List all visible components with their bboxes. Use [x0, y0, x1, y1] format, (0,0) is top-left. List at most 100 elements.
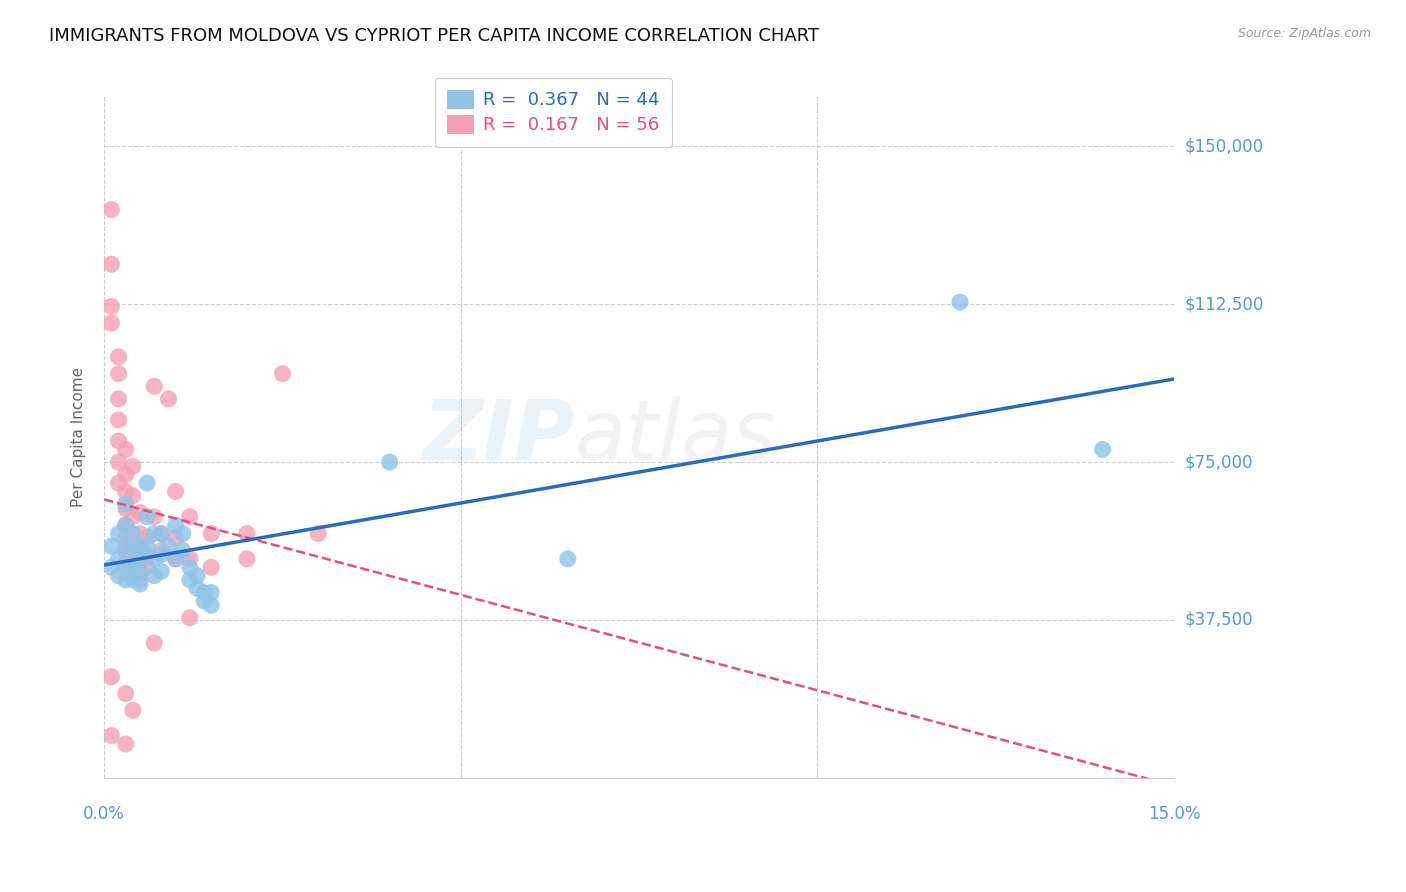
Point [136, 531, 159, 545]
Point [136, 476, 159, 491]
Point [114, 573, 136, 587]
Point [179, 509, 201, 524]
Point [114, 518, 136, 533]
Point [114, 518, 136, 533]
Point [179, 560, 201, 574]
Text: $150,000: $150,000 [1185, 137, 1264, 155]
Point [107, 455, 129, 469]
Point [179, 611, 201, 625]
Point [949, 295, 972, 310]
Point [136, 548, 159, 562]
Text: atlas: atlas [575, 396, 776, 477]
Point [236, 552, 259, 566]
Point [150, 526, 173, 541]
Point [186, 582, 208, 596]
Point [114, 531, 136, 545]
Point [121, 573, 143, 587]
Point [100, 539, 122, 553]
Point [114, 442, 136, 457]
Point [271, 367, 294, 381]
Point [107, 392, 129, 406]
Point [165, 531, 187, 545]
Point [100, 729, 122, 743]
Point [143, 526, 166, 541]
Point [114, 560, 136, 574]
Point [114, 501, 136, 516]
Point [121, 531, 143, 545]
Y-axis label: Per Capita Income: Per Capita Income [72, 367, 86, 507]
Point [100, 560, 122, 574]
Point [200, 585, 222, 599]
Text: Source: ZipAtlas.com: Source: ZipAtlas.com [1237, 27, 1371, 40]
Legend: R =  0.367   N = 44, R =  0.167   N = 56: R = 0.367 N = 44, R = 0.167 N = 56 [434, 78, 672, 147]
Point [165, 552, 187, 566]
Point [107, 526, 129, 541]
Point [114, 686, 136, 700]
Point [150, 565, 173, 579]
Point [150, 526, 173, 541]
Point [121, 560, 143, 574]
Point [307, 526, 329, 541]
Point [200, 560, 222, 574]
Point [1091, 442, 1114, 457]
Point [114, 539, 136, 553]
Point [107, 476, 129, 491]
Point [165, 484, 187, 499]
Point [172, 543, 194, 558]
Point [107, 413, 129, 427]
Point [114, 556, 136, 570]
Text: IMMIGRANTS FROM MOLDOVA VS CYPRIOT PER CAPITA INCOME CORRELATION CHART: IMMIGRANTS FROM MOLDOVA VS CYPRIOT PER C… [49, 27, 820, 45]
Text: $112,500: $112,500 [1185, 295, 1264, 313]
Point [129, 573, 152, 587]
Point [143, 379, 166, 393]
Point [121, 459, 143, 474]
Point [200, 526, 222, 541]
Point [107, 367, 129, 381]
Point [179, 552, 201, 566]
Point [121, 560, 143, 574]
Point [100, 670, 122, 684]
Point [143, 552, 166, 566]
Point [121, 489, 143, 503]
Point [100, 299, 122, 313]
Point [378, 455, 401, 469]
Point [121, 509, 143, 524]
Point [114, 543, 136, 558]
Point [136, 560, 159, 574]
Point [172, 526, 194, 541]
Text: 15.0%: 15.0% [1147, 805, 1201, 823]
Point [193, 594, 215, 608]
Point [136, 539, 159, 553]
Point [150, 548, 173, 562]
Point [100, 316, 122, 330]
Point [129, 539, 152, 553]
Point [100, 257, 122, 271]
Point [129, 577, 152, 591]
Point [193, 585, 215, 599]
Text: ZIP: ZIP [422, 396, 575, 477]
Point [129, 552, 152, 566]
Point [107, 350, 129, 364]
Point [236, 526, 259, 541]
Point [165, 552, 187, 566]
Point [114, 467, 136, 482]
Point [136, 509, 159, 524]
Point [157, 392, 180, 406]
Point [150, 543, 173, 558]
Point [200, 598, 222, 612]
Point [107, 552, 129, 566]
Point [100, 202, 122, 217]
Point [129, 526, 152, 541]
Point [121, 526, 143, 541]
Point [114, 737, 136, 751]
Text: $75,000: $75,000 [1185, 453, 1254, 471]
Point [129, 506, 152, 520]
Point [129, 565, 152, 579]
Point [121, 543, 143, 558]
Text: $37,500: $37,500 [1185, 611, 1254, 629]
Point [107, 568, 129, 582]
Point [157, 539, 180, 553]
Point [114, 484, 136, 499]
Point [143, 636, 166, 650]
Point [107, 434, 129, 448]
